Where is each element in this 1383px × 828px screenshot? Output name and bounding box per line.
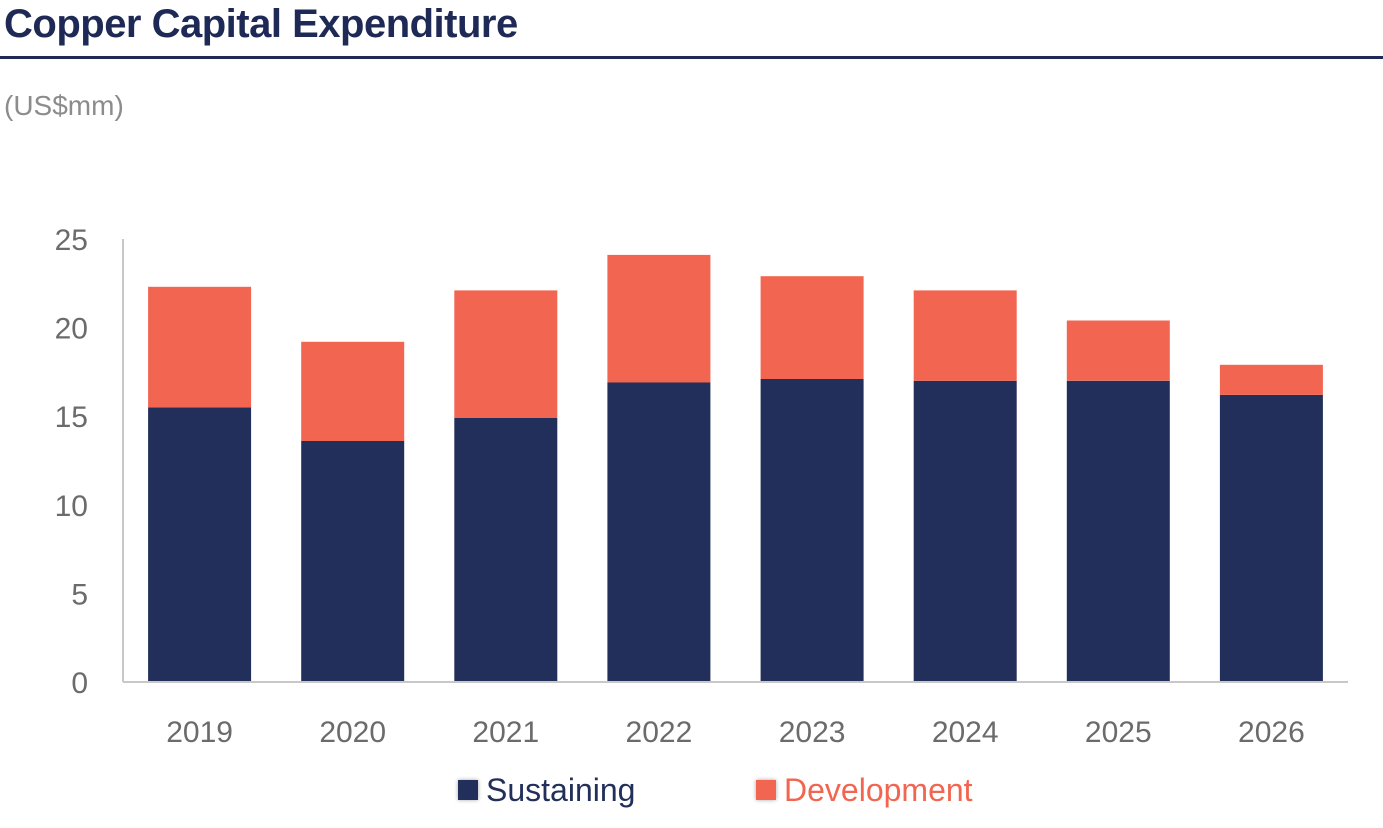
legend-item-development: Development: [756, 768, 973, 812]
x-tick-label-2020: 2020: [319, 716, 386, 749]
legend-label-sustaining: Sustaining: [486, 771, 636, 808]
bar-sustaining-2022: [607, 382, 711, 682]
bar-sustaining-2026: [1219, 394, 1323, 682]
axes: [122, 239, 1348, 683]
bar-sustaining-2023: [760, 379, 864, 682]
bar-sustaining-2019: [148, 407, 252, 682]
bar-sustaining-2024: [913, 380, 1017, 682]
x-tick-label-2026: 2026: [1238, 716, 1305, 749]
y-tick-label-20: 20: [55, 313, 88, 346]
y-axis-ticks: 0 5 10 15 20 25: [55, 224, 88, 700]
legend-swatch-sustaining: [458, 780, 478, 800]
x-tick-label-2023: 2023: [779, 716, 846, 749]
legend: Sustaining Development: [0, 768, 1383, 812]
y-tick-label-10: 10: [55, 490, 88, 523]
legend-item-sustaining: Sustaining: [458, 768, 635, 812]
bar-development-2026: [1219, 364, 1323, 395]
bar-sustaining-2025: [1066, 380, 1170, 682]
y-tick-label-15: 15: [55, 401, 88, 434]
bar-development-2024: [913, 290, 1017, 381]
x-tick-label-2022: 2022: [626, 716, 693, 749]
bar-development-2023: [760, 276, 864, 379]
bar-development-2022: [607, 254, 711, 383]
bar-sustaining-2020: [301, 441, 405, 682]
legend-swatch-development: [756, 780, 776, 800]
x-tick-label-2024: 2024: [932, 716, 999, 749]
y-tick-label-5: 5: [71, 578, 88, 611]
bars-layer: [148, 254, 1323, 682]
bar-development-2019: [148, 286, 252, 408]
bar-development-2021: [454, 290, 558, 418]
x-tick-label-2021: 2021: [472, 716, 539, 749]
x-axis-ticks: 2019 2020 2021 2022 2023 2024 2025 2026: [166, 716, 1305, 749]
y-tick-label-0: 0: [71, 667, 88, 700]
bar-development-2025: [1066, 320, 1170, 381]
bar-sustaining-2021: [454, 418, 558, 682]
y-tick-label-25: 25: [55, 224, 88, 257]
title-underline: [0, 56, 1383, 59]
unit-label: (US$mm): [4, 90, 124, 121]
x-tick-label-2019: 2019: [166, 716, 233, 749]
chart-title: Copper Capital Expenditure: [4, 2, 518, 46]
legend-label-development: Development: [784, 771, 973, 808]
x-tick-label-2025: 2025: [1085, 716, 1152, 749]
bar-development-2020: [301, 341, 405, 441]
